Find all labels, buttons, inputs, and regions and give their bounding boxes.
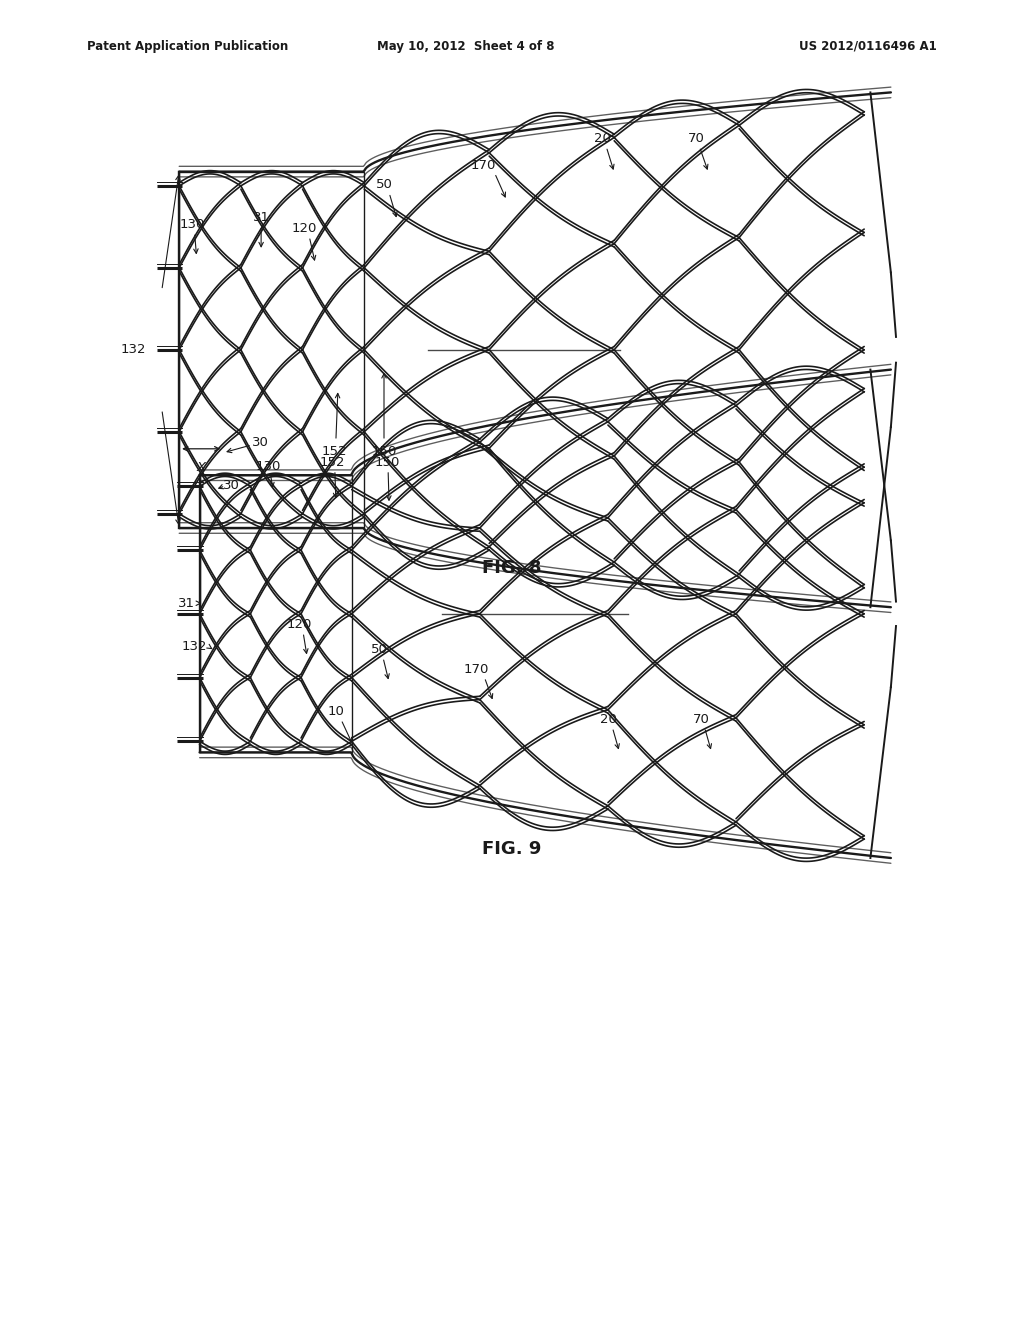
Text: 50: 50 <box>376 178 392 191</box>
Text: 20: 20 <box>594 132 610 145</box>
Text: 130: 130 <box>256 459 281 473</box>
Text: 31: 31 <box>253 211 269 224</box>
Text: May 10, 2012  Sheet 4 of 8: May 10, 2012 Sheet 4 of 8 <box>377 40 555 53</box>
Text: 170: 170 <box>471 158 496 172</box>
Text: 150: 150 <box>372 445 396 458</box>
Text: FIG. 8: FIG. 8 <box>482 558 542 577</box>
Text: 152: 152 <box>321 455 345 469</box>
Text: 30: 30 <box>252 436 268 449</box>
Bar <box>179 172 365 528</box>
Text: 152: 152 <box>322 445 346 458</box>
Text: 70: 70 <box>693 713 710 726</box>
Bar <box>200 475 352 752</box>
Text: 132: 132 <box>121 343 146 356</box>
Text: FIG. 9: FIG. 9 <box>482 840 542 858</box>
Text: 150: 150 <box>375 455 399 469</box>
Text: 170: 170 <box>464 663 488 676</box>
Text: 30: 30 <box>223 479 240 492</box>
Text: 120: 120 <box>292 222 316 235</box>
Text: 50: 50 <box>371 643 387 656</box>
Text: 130: 130 <box>180 218 205 231</box>
Text: 70: 70 <box>688 132 705 145</box>
Text: 132: 132 <box>181 640 207 653</box>
Text: 120: 120 <box>287 618 311 631</box>
Text: 20: 20 <box>600 713 616 726</box>
Text: X: X <box>197 461 205 474</box>
Text: Patent Application Publication: Patent Application Publication <box>87 40 289 53</box>
Text: 10: 10 <box>328 705 344 718</box>
Text: 31: 31 <box>177 597 195 610</box>
Text: US 2012/0116496 A1: US 2012/0116496 A1 <box>799 40 937 53</box>
